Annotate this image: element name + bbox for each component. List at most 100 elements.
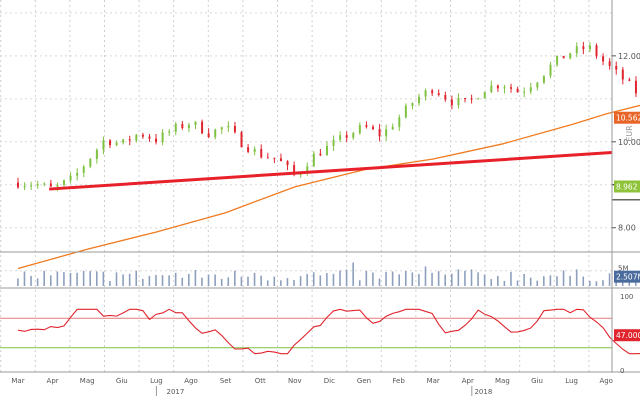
- ma-last-value-tag: 10.562: [616, 114, 640, 123]
- volume-bar: [201, 277, 203, 286]
- month-label: Giu: [531, 377, 543, 385]
- candle-body: [141, 134, 144, 137]
- volume-last-value-tag-background: [614, 270, 640, 283]
- volume-bar: [293, 280, 295, 286]
- candle-body: [17, 182, 19, 188]
- month-label: Ago: [599, 377, 613, 385]
- candle-body: [128, 139, 131, 141]
- candle-body: [23, 186, 26, 188]
- candle-body: [89, 158, 92, 167]
- volume-bar: [63, 272, 65, 286]
- month-label: Dic: [324, 377, 335, 385]
- volume-bar: [483, 274, 486, 286]
- candle-body: [102, 140, 105, 150]
- candle-body: [621, 69, 624, 80]
- volume-bar: [431, 272, 433, 286]
- candle-body: [444, 95, 447, 100]
- volume-bar: [385, 271, 387, 286]
- candle-body: [523, 91, 526, 93]
- volume-bar: [234, 270, 236, 286]
- volume-bar: [457, 269, 460, 286]
- candle-body: [194, 121, 197, 125]
- volume-bar: [312, 272, 315, 286]
- candle-body: [575, 46, 578, 54]
- volume-bar: [556, 276, 558, 286]
- volume-bar: [543, 276, 545, 286]
- volume-bar: [319, 275, 322, 286]
- candle-body: [148, 136, 151, 139]
- candle-body: [220, 127, 223, 130]
- volume-bar: [115, 272, 118, 286]
- volume-bar: [326, 273, 328, 286]
- volume-bar: [174, 272, 177, 286]
- volume-bar: [155, 274, 157, 286]
- volume-bar: [418, 273, 420, 286]
- month-label: Nov: [288, 377, 302, 385]
- month-label: Giu: [116, 377, 128, 385]
- month-label: Apr: [47, 377, 59, 385]
- candle-body: [582, 46, 585, 50]
- volume-bar: [82, 270, 85, 286]
- volume-bar: [273, 276, 276, 286]
- candle-body: [306, 166, 309, 173]
- price-candles: [17, 41, 637, 192]
- candle-body: [529, 87, 532, 92]
- candle-body: [615, 65, 618, 70]
- candle-body: [69, 175, 72, 181]
- candle-body: [352, 133, 355, 138]
- candle-body: [385, 129, 388, 137]
- candle-body: [122, 139, 125, 143]
- volume-bar: [582, 276, 585, 286]
- candle-body: [240, 132, 243, 148]
- volume-bar: [411, 272, 414, 286]
- volume-bar: [523, 273, 525, 286]
- volume-bar: [497, 276, 499, 286]
- month-label: Ott: [255, 377, 266, 385]
- volume-bar: [437, 271, 440, 286]
- price-tick-label: 10.00: [618, 138, 640, 147]
- candle-body: [437, 93, 440, 96]
- candle-body: [542, 75, 545, 83]
- volume-bar: [358, 280, 361, 286]
- volume-bar: [562, 270, 565, 286]
- candle-body: [227, 125, 230, 128]
- candle-body: [503, 87, 506, 89]
- candle-body: [181, 123, 184, 129]
- candle-body: [556, 55, 559, 65]
- candle-body: [253, 148, 256, 152]
- volume-bar: [220, 278, 223, 286]
- candle-body: [109, 140, 112, 146]
- month-label: Ago: [184, 377, 198, 385]
- candle-body: [450, 99, 453, 106]
- candle-body: [398, 117, 401, 127]
- time-axis: Mar Apr Mag Giu Lug Ago Set Ott Nov Dic Gen Feb Mar A…: [11, 377, 613, 396]
- candle-body: [588, 45, 591, 50]
- volume-panel: [17, 262, 637, 286]
- candle-body: [49, 183, 52, 187]
- candle-body: [424, 90, 427, 97]
- volume-bar: [17, 278, 19, 286]
- candle-body: [187, 124, 190, 129]
- volume-bar: [372, 272, 374, 286]
- month-label: Apr: [462, 377, 474, 385]
- price-panel: [17, 41, 640, 270]
- volume-bar: [286, 278, 289, 286]
- volume-bar: [69, 273, 72, 286]
- price-axis-unit: EUR: [625, 125, 634, 142]
- candle-body: [569, 53, 572, 59]
- volume-bar: [549, 275, 552, 286]
- candle-body: [82, 166, 85, 173]
- volume-bar: [299, 276, 302, 286]
- volume-bar: [391, 271, 394, 286]
- candle-body: [411, 103, 414, 106]
- volume-bar: [345, 269, 348, 286]
- volume-bar: [23, 271, 26, 286]
- volume-bar: [43, 270, 45, 286]
- rsi-tick-label: 100: [620, 293, 633, 301]
- volume-bar: [510, 271, 512, 286]
- candle-body: [273, 157, 276, 159]
- volume-bar: [464, 270, 466, 286]
- volume-bar: [122, 274, 124, 286]
- volume-bar: [95, 271, 98, 286]
- volume-bar: [608, 273, 611, 286]
